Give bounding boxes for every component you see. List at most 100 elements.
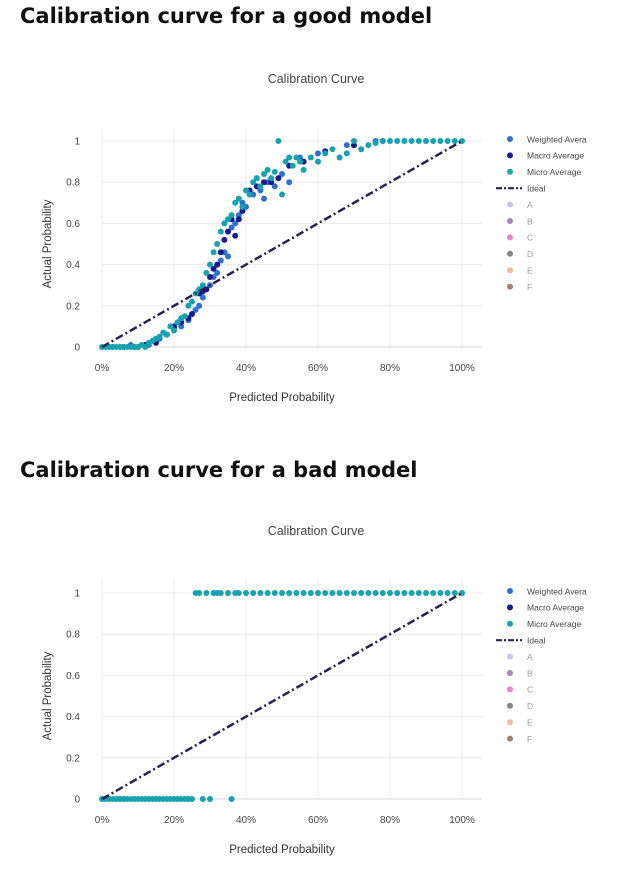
legend-marker	[507, 250, 513, 257]
data-point	[221, 220, 228, 227]
x-tick-label: 60%	[308, 363, 328, 374]
ideal-line	[101, 591, 463, 801]
legend-label: F	[527, 282, 532, 292]
legend-label: F	[527, 734, 532, 744]
data-point	[253, 175, 260, 182]
data-point	[171, 327, 177, 334]
data-point	[444, 590, 451, 596]
data-point	[300, 166, 307, 173]
x-tick-label: 100%	[449, 815, 475, 826]
x-tick-label: 0%	[95, 815, 110, 826]
data-point	[217, 249, 224, 256]
data-point	[243, 187, 249, 194]
legend-label: C	[527, 685, 533, 695]
y-tick-label: 0.6	[66, 671, 80, 682]
data-point	[351, 590, 357, 596]
data-point	[174, 319, 181, 326]
data-point	[372, 140, 379, 147]
good-model-calibration-chart: Calibration Curve 0% 20% 40% 60% 80% 100% 0 0.2 0…	[42, 72, 587, 404]
data-point	[279, 191, 285, 198]
y-tick-label: 0.4	[66, 712, 80, 723]
y-tick-label: 0.2	[66, 301, 80, 312]
data-point	[451, 138, 458, 144]
data-point	[437, 138, 444, 144]
legend: Weighted Avera Macro Average Micro Average…	[496, 134, 587, 292]
legend-marker	[507, 136, 513, 142]
data-point	[178, 323, 185, 330]
data-point	[282, 158, 289, 165]
data-point	[315, 158, 321, 165]
legend-label: Weighted Avera	[527, 586, 587, 596]
data-point	[207, 796, 213, 802]
data-point	[358, 590, 365, 596]
data-point	[451, 590, 458, 596]
data-point	[221, 236, 228, 243]
data-point	[225, 253, 231, 260]
legend-marker	[507, 168, 513, 175]
data-point	[336, 154, 343, 161]
chart-title: Calibration Curve	[268, 72, 365, 86]
data-point	[214, 269, 221, 276]
x-tick-label: 100%	[449, 363, 475, 374]
legend-label: A	[527, 652, 533, 662]
data-point	[232, 232, 239, 239]
data-point	[307, 590, 314, 596]
data-point	[156, 333, 163, 340]
data-point	[358, 146, 365, 153]
data-point	[351, 138, 357, 144]
data-point	[408, 138, 415, 144]
data-point	[261, 179, 267, 186]
data-point	[343, 142, 350, 149]
legend-marker	[507, 670, 513, 676]
legend-label: C	[527, 233, 533, 243]
data-point	[243, 590, 249, 596]
data-point	[415, 590, 422, 596]
data-point	[379, 138, 386, 144]
data-point	[196, 590, 203, 596]
legend-marker	[507, 267, 513, 274]
x-tick-label: 20%	[164, 815, 184, 826]
data-point	[394, 138, 401, 144]
data-point	[401, 138, 408, 144]
x-tick-label: 0%	[95, 363, 110, 374]
legend-marker	[507, 218, 513, 224]
legend-marker	[507, 719, 513, 726]
data-point	[437, 590, 444, 596]
data-point	[423, 590, 429, 596]
data-point	[322, 590, 329, 596]
series-weighted	[106, 138, 379, 350]
legend-label: Macro Average	[527, 603, 584, 613]
data-point	[275, 175, 282, 182]
data-point	[307, 154, 314, 161]
legend-label: Weighted Avera	[527, 134, 587, 144]
data-point	[329, 590, 336, 596]
data-point	[430, 590, 437, 596]
data-point	[401, 590, 408, 596]
x-tick-label: 80%	[380, 363, 400, 374]
data-point	[207, 273, 213, 280]
data-point	[163, 331, 170, 338]
data-point	[322, 150, 329, 157]
data-point	[275, 138, 282, 144]
x-tick-label: 20%	[164, 363, 184, 374]
data-point	[207, 261, 213, 268]
data-point	[181, 313, 188, 320]
data-point	[203, 590, 210, 596]
data-point	[415, 138, 422, 144]
data-point	[217, 228, 224, 235]
data-point	[365, 142, 372, 149]
legend-marker	[507, 152, 513, 159]
data-point	[408, 590, 415, 596]
data-point	[228, 212, 235, 219]
data-point	[217, 590, 224, 596]
data-point	[279, 170, 285, 177]
legend-marker	[507, 234, 513, 241]
data-point	[387, 138, 393, 144]
data-point	[232, 199, 239, 206]
x-tick-label: 80%	[380, 815, 400, 826]
legend-label: E	[527, 266, 533, 276]
legend-marker	[507, 201, 513, 208]
data-point	[343, 590, 350, 596]
good-model-heading: Calibration curve for a good model	[20, 4, 433, 28]
legend-label: A	[527, 200, 533, 210]
